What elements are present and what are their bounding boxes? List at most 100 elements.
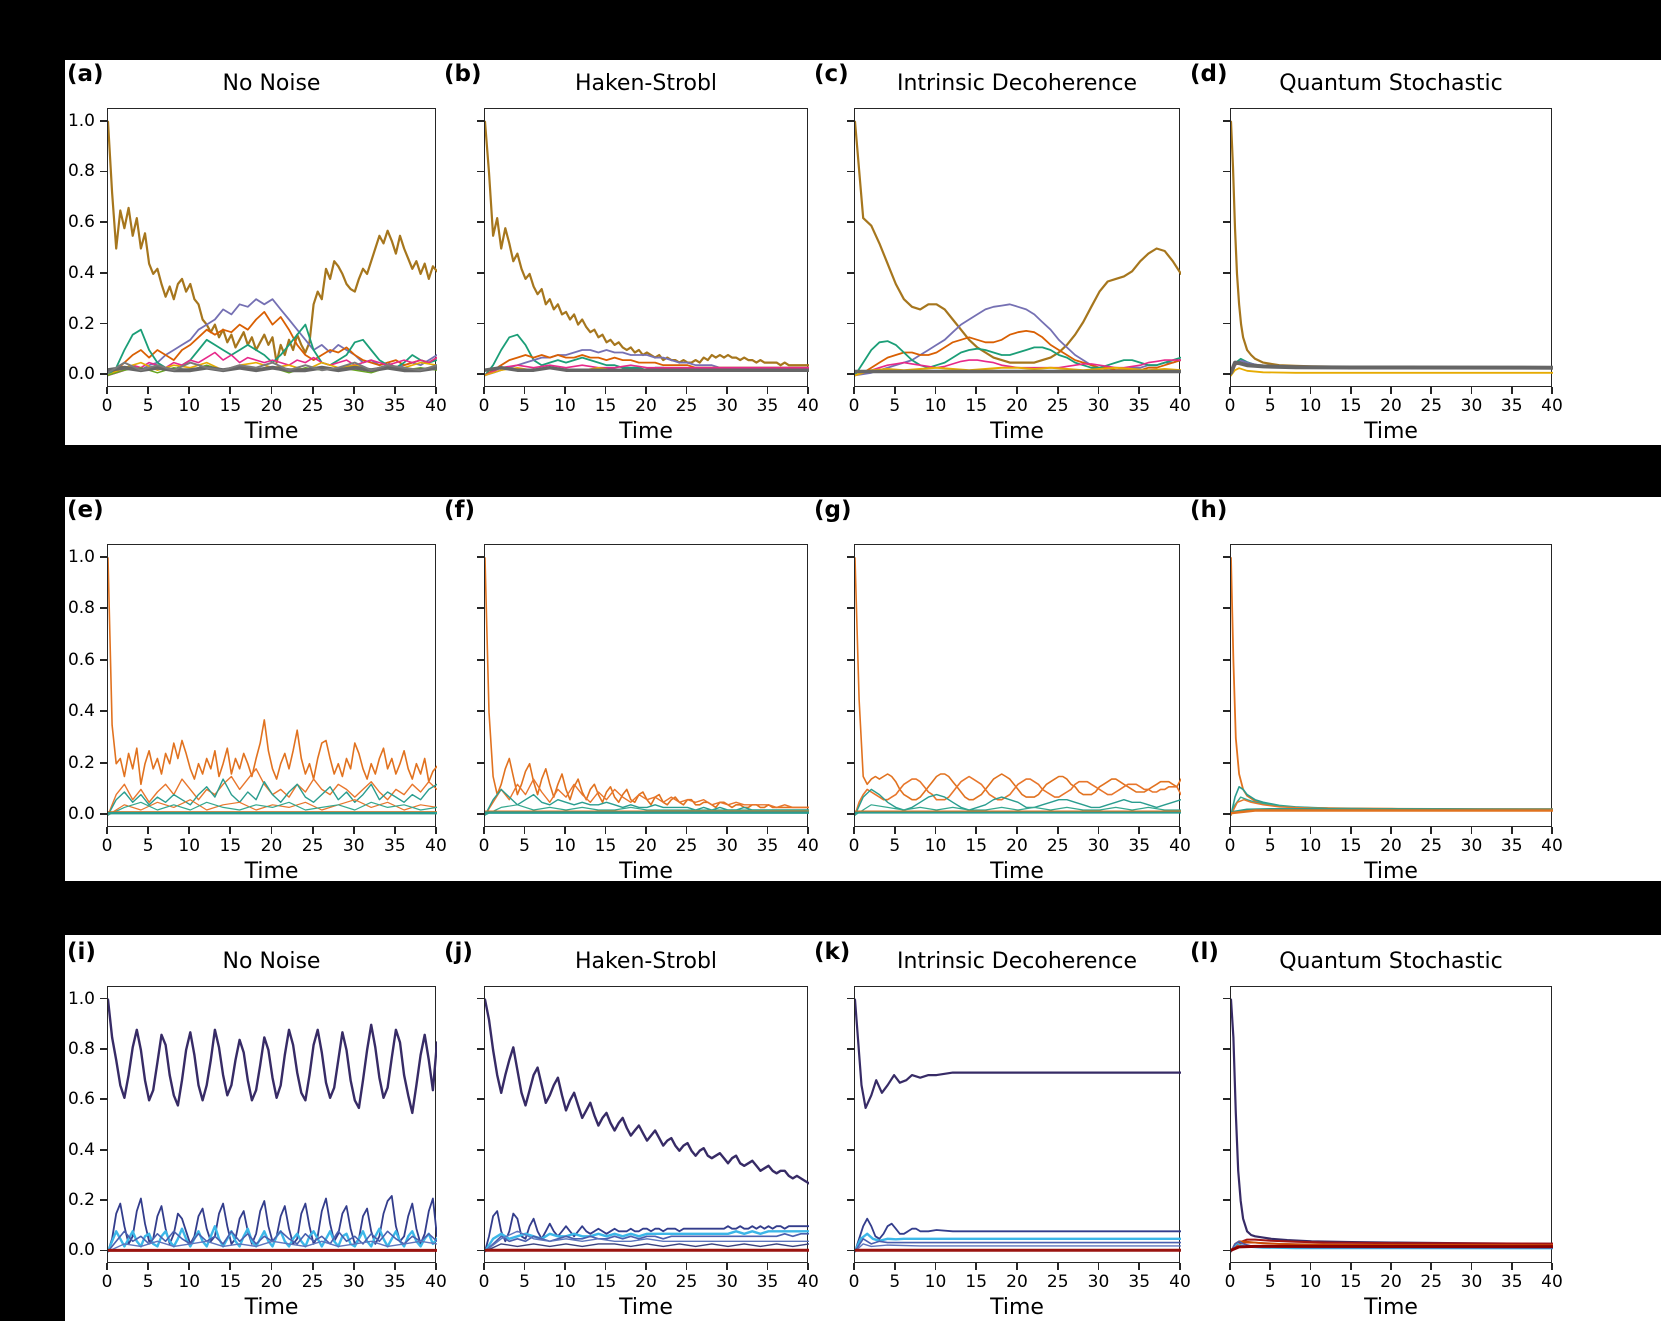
x-tick-mark <box>853 387 855 394</box>
panel-g-plot-area <box>854 544 1181 827</box>
x-tick-label: 15 <box>219 836 242 856</box>
x-tick-label: 20 <box>1006 396 1028 416</box>
series-line-site-indigo <box>855 998 1181 1110</box>
panel-letter-i: (i) <box>67 939 96 965</box>
y-tick-mark <box>477 221 484 224</box>
x-tick-label: 20 <box>1006 1272 1028 1292</box>
x-tick-mark <box>1056 387 1059 394</box>
x-tick-mark <box>147 1263 150 1270</box>
x-tick-label: 30 <box>716 1272 738 1292</box>
x-tick-label: 35 <box>756 396 779 416</box>
x-tick-mark <box>1430 1263 1433 1270</box>
x-tick-mark <box>1470 387 1473 394</box>
panel-title-a: No Noise <box>222 71 321 96</box>
y-tick-mark <box>847 1048 854 1050</box>
y-tick-label: 1.0 <box>67 988 95 1009</box>
x-tick-label: 30 <box>1460 1272 1483 1292</box>
x-tick-mark <box>564 827 566 834</box>
x-axis-label-j: Time <box>619 1295 673 1320</box>
x-tick-mark <box>853 827 855 834</box>
x-tick-label: 5 <box>889 1272 901 1292</box>
x-tick-mark <box>435 1263 437 1270</box>
series-line-site-orange-1 <box>855 557 1181 801</box>
y-tick-mark <box>847 1249 854 1252</box>
x-tick-mark <box>1056 827 1059 834</box>
x-tick-label: 30 <box>1087 396 1110 416</box>
series-line-site-gray-band <box>108 365 437 373</box>
x-tick-label: 5 <box>889 396 901 416</box>
x-tick-mark <box>1138 387 1141 394</box>
x-tick-label: 20 <box>1380 836 1402 856</box>
x-tick-mark <box>1138 827 1141 834</box>
x-tick-mark <box>1390 387 1392 394</box>
y-tick-mark <box>477 997 484 1000</box>
x-tick-mark <box>1430 827 1433 834</box>
x-tick-label: 40 <box>797 836 819 856</box>
series-line-site-teal-2 <box>485 804 809 816</box>
series-line-site-brown <box>1231 120 1553 369</box>
panel-title-j: Haken-Strobl <box>574 949 718 974</box>
panel-letter-l: (l) <box>1190 939 1219 965</box>
y-tick-mark <box>1223 119 1230 122</box>
x-tick-label: 0 <box>848 836 860 856</box>
y-tick-label: 0.0 <box>67 804 95 825</box>
x-axis-label-k: Time <box>990 1295 1044 1320</box>
x-tick-label: 5 <box>519 836 530 856</box>
x-tick-mark <box>270 387 273 394</box>
x-tick-mark <box>645 387 647 394</box>
series-line-site-brown <box>855 120 1181 364</box>
y-tick-label: 0.2 <box>67 1190 95 1211</box>
x-tick-mark <box>1349 1263 1352 1270</box>
x-tick-label: 20 <box>260 1272 283 1292</box>
y-tick-mark <box>477 373 484 376</box>
y-tick-mark <box>1223 761 1230 764</box>
y-tick-mark <box>847 710 854 713</box>
x-axis-label-i: Time <box>244 1295 299 1320</box>
x-tick-mark <box>435 387 437 394</box>
x-tick-mark <box>1016 387 1018 394</box>
y-tick-label: 0.0 <box>67 1240 95 1261</box>
x-tick-mark <box>1269 387 1272 394</box>
y-tick-mark <box>100 555 107 558</box>
x-tick-mark <box>393 387 396 394</box>
x-tick-label: 0 <box>848 1272 860 1292</box>
x-tick-label: 15 <box>1339 1272 1362 1292</box>
x-tick-mark <box>311 387 314 394</box>
panel-d-series-canvas <box>1231 120 1553 377</box>
x-tick-label: 5 <box>142 396 154 416</box>
x-tick-label: 20 <box>635 836 657 856</box>
x-tick-label: 20 <box>260 836 283 856</box>
x-tick-mark <box>564 387 566 394</box>
x-axis-label-g: Time <box>990 859 1044 884</box>
series-line-site-brown <box>485 120 809 367</box>
x-tick-mark <box>807 1263 809 1270</box>
x-tick-mark <box>188 1263 191 1270</box>
y-tick-mark <box>477 1199 484 1201</box>
y-tick-mark <box>847 555 854 558</box>
y-tick-mark <box>477 119 484 122</box>
x-tick-mark <box>685 1263 688 1270</box>
x-tick-mark <box>766 1263 769 1270</box>
series-line-site-gray-band <box>485 365 809 372</box>
x-tick-label: 0 <box>1224 836 1236 856</box>
x-tick-label: 20 <box>1006 836 1028 856</box>
x-tick-label: 30 <box>1087 1272 1110 1292</box>
series-line-site-indigo <box>1231 998 1553 1245</box>
x-tick-label: 25 <box>1046 1272 1069 1292</box>
y-tick-mark <box>477 710 484 713</box>
y-tick-mark <box>847 322 854 325</box>
panel-c-plot-area <box>854 108 1181 387</box>
series-line-site-blue-4 <box>485 1243 809 1253</box>
x-tick-mark <box>1097 387 1100 394</box>
panel-title-k: Intrinsic Decoherence <box>896 949 1137 974</box>
y-tick-label: 0.8 <box>67 598 95 619</box>
x-tick-mark <box>1229 827 1231 834</box>
series-line-site-blue-1 <box>855 1217 1181 1253</box>
x-tick-mark <box>229 827 232 834</box>
panel-g-series-canvas <box>855 557 1181 816</box>
x-axis-label-f: Time <box>619 859 673 884</box>
panel-e-series-canvas <box>108 557 437 816</box>
x-tick-mark <box>393 1263 396 1270</box>
x-axis-label-c: Time <box>990 419 1044 444</box>
x-tick-label: 15 <box>1339 836 1362 856</box>
